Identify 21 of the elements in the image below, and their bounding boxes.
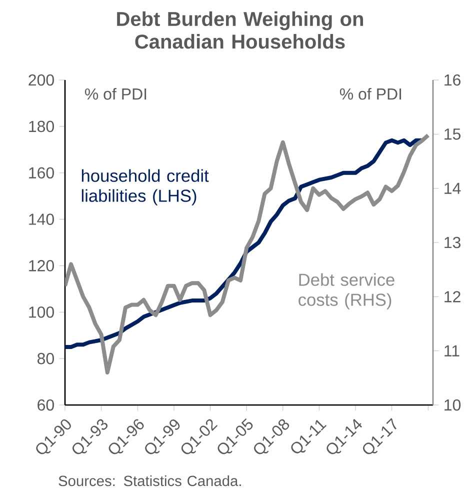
y-axis-title: % of PDI	[84, 88, 146, 100]
y2-tick-label: 13	[444, 236, 460, 248]
y2-tick-label: 14	[444, 182, 461, 194]
y-tick-label: 140	[29, 214, 54, 225]
y2-axis-title: % of PDI	[340, 88, 402, 100]
y2-tick-label: 10	[444, 399, 461, 411]
y-tick-label: 60	[38, 399, 54, 411]
y-tick-label: 160	[29, 167, 54, 179]
y2-tick-label: 15	[444, 128, 461, 140]
chart-title: Debt Burden Weighing on Canadian Households	[117, 11, 363, 49]
text: household credit liabilities (LHS)	[82, 169, 209, 206]
y-tick-label: 200	[28, 74, 54, 86]
y-tick-label: 100	[29, 306, 54, 318]
y-tick-label: 120	[29, 260, 54, 272]
source-note: Sources: Statistics Canada.	[58, 475, 241, 486]
y2-tick-label: 16	[444, 74, 460, 86]
y-tick-label: 180	[29, 120, 54, 132]
y2-tick-label: 11	[444, 345, 460, 356]
y2-tick-label: 12	[444, 291, 460, 302]
text: Debt service costs (RHS)	[298, 273, 394, 310]
y-tick-label: 80	[37, 352, 54, 364]
